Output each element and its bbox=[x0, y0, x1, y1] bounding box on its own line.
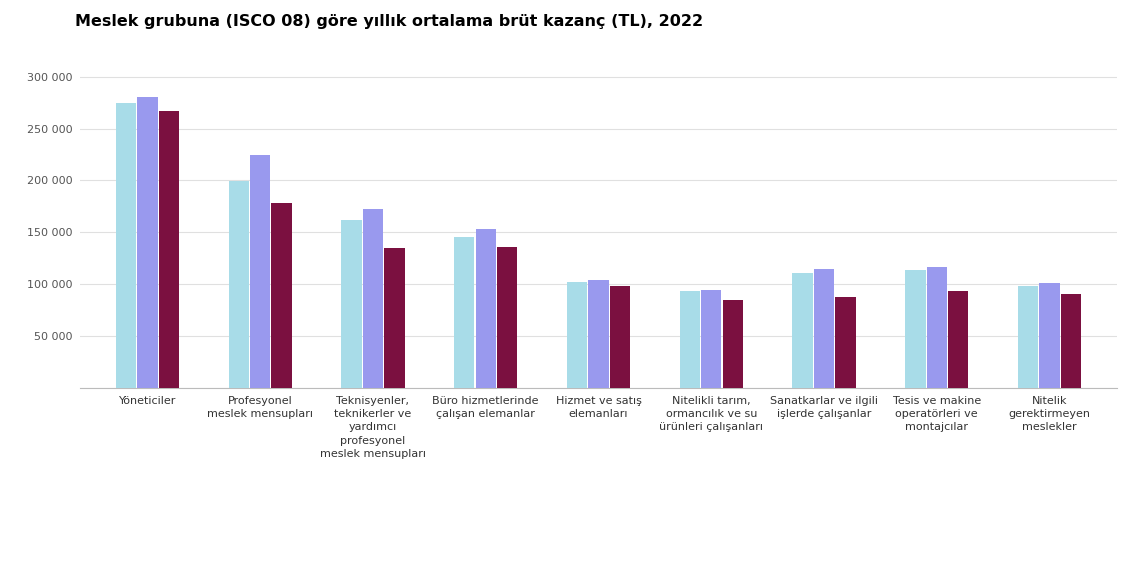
Bar bbox=[927, 267, 947, 388]
Bar bbox=[1040, 283, 1060, 388]
Bar bbox=[384, 248, 405, 388]
Bar bbox=[814, 270, 834, 388]
Bar bbox=[137, 97, 157, 388]
Text: Meslek grubuna (ISCO 08) göre yıllık ortalama brüt kazanç (TL), 2022: Meslek grubuna (ISCO 08) göre yıllık ort… bbox=[74, 14, 702, 29]
Bar bbox=[1061, 294, 1081, 388]
Bar bbox=[567, 282, 587, 388]
Bar bbox=[271, 203, 292, 388]
Bar bbox=[250, 156, 270, 388]
Bar bbox=[341, 219, 361, 388]
Bar bbox=[229, 181, 249, 388]
Bar bbox=[836, 298, 856, 388]
Bar bbox=[454, 237, 474, 388]
Bar bbox=[679, 291, 700, 388]
Bar bbox=[158, 111, 179, 388]
Bar bbox=[116, 103, 136, 388]
Bar bbox=[588, 280, 609, 388]
Bar bbox=[905, 271, 926, 388]
Bar bbox=[363, 209, 383, 388]
Bar bbox=[1018, 286, 1039, 388]
Bar bbox=[497, 247, 518, 388]
Bar bbox=[701, 290, 722, 388]
Bar bbox=[610, 286, 630, 388]
Bar bbox=[948, 291, 968, 388]
Bar bbox=[723, 299, 743, 388]
Bar bbox=[475, 229, 496, 388]
Bar bbox=[792, 272, 813, 388]
